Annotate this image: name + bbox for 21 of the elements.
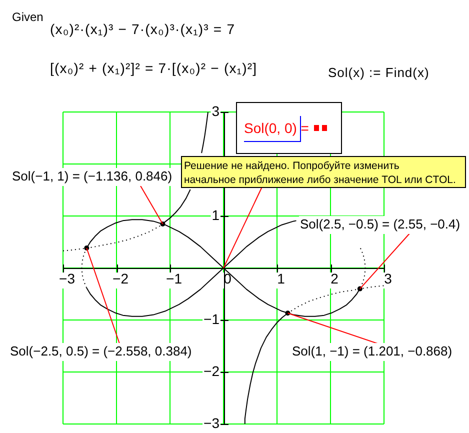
x-tick-label: −3 <box>59 270 76 286</box>
y-tick-label: −2 <box>204 362 220 379</box>
text: (x₀)²·(x₁)³ − 7·(x₀)³·(x₁)³ = 7 <box>50 21 236 37</box>
annotation: Решение не найдено. Попробуйте изменить начальное приближение либо значение TOL или CTOL. <box>184 160 456 186</box>
annotation: Sol(0, 0) = <box>244 120 309 136</box>
text: [(x₀)² + (x₁)²]² = 7·[(x₀)² − (x₁)²] <box>50 60 258 76</box>
annotation: Sol(1, −1) = (1.201, −0.868) <box>292 344 452 359</box>
x-tick-label: 1 <box>277 270 286 286</box>
y-tick-label: 3 <box>212 102 220 119</box>
text: Sol(x) := Find(x) <box>328 65 430 80</box>
x-tick-label: 3 <box>384 270 392 286</box>
annotation: Sol(−2.5, 0.5) = (−2.558, 0.384) <box>10 344 192 359</box>
x-tick-label: −2 <box>112 270 129 286</box>
x-tick-label: −1 <box>166 270 182 286</box>
annotation: Sol(2.5, −0.5) = (2.55, −0.4) <box>300 216 460 232</box>
x-tick-label: 2 <box>330 270 339 286</box>
text: Given <box>12 10 44 24</box>
y-tick-label: −3 <box>204 414 220 431</box>
y-tick-label: −1 <box>204 310 220 327</box>
annotation: Sol(−1, 1) = (−1.136, 0.846) <box>12 168 172 184</box>
y-tick-label: 1 <box>212 206 220 223</box>
